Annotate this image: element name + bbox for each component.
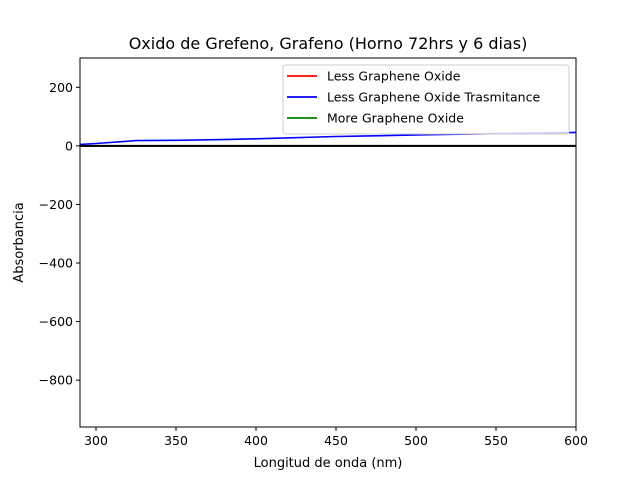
- legend-box: [282, 64, 570, 135]
- y-tick-label: −600: [39, 314, 73, 329]
- x-axis-label: Longitud de onda (nm): [254, 456, 403, 471]
- y-axis: 200 0 −200 −400 −600 −800: [39, 80, 80, 388]
- y-tick-label: −800: [39, 373, 73, 388]
- x-tick-label: 350: [164, 433, 188, 448]
- y-tick-label: −200: [39, 197, 73, 212]
- legend-label: More Graphene Oxide: [327, 111, 464, 126]
- x-tick-label: 450: [324, 433, 348, 448]
- y-tick-label: 0: [65, 138, 73, 153]
- x-tick-label: 600: [564, 433, 588, 448]
- chart-title: Oxido de Grefeno, Grafeno (Horno 72hrs y…: [129, 34, 528, 53]
- y-tick-label: 200: [49, 80, 73, 95]
- x-tick-label: 400: [244, 433, 268, 448]
- x-axis: 300 350 400 450 500 550 600: [84, 427, 588, 448]
- plot-frame: [79, 57, 577, 428]
- legend-label: Less Graphene Oxide: [327, 69, 461, 84]
- x-tick-label: 550: [484, 433, 508, 448]
- y-tick-label: −400: [39, 256, 73, 271]
- x-tick-label: 500: [404, 433, 428, 448]
- y-axis-label: Absorbancia: [12, 202, 27, 282]
- legend-label: Less Graphene Oxide Trasmitance: [327, 90, 540, 105]
- x-tick-label: 300: [84, 433, 108, 448]
- legend: Less Graphene Oxide Less Graphene Oxide T…: [282, 64, 570, 135]
